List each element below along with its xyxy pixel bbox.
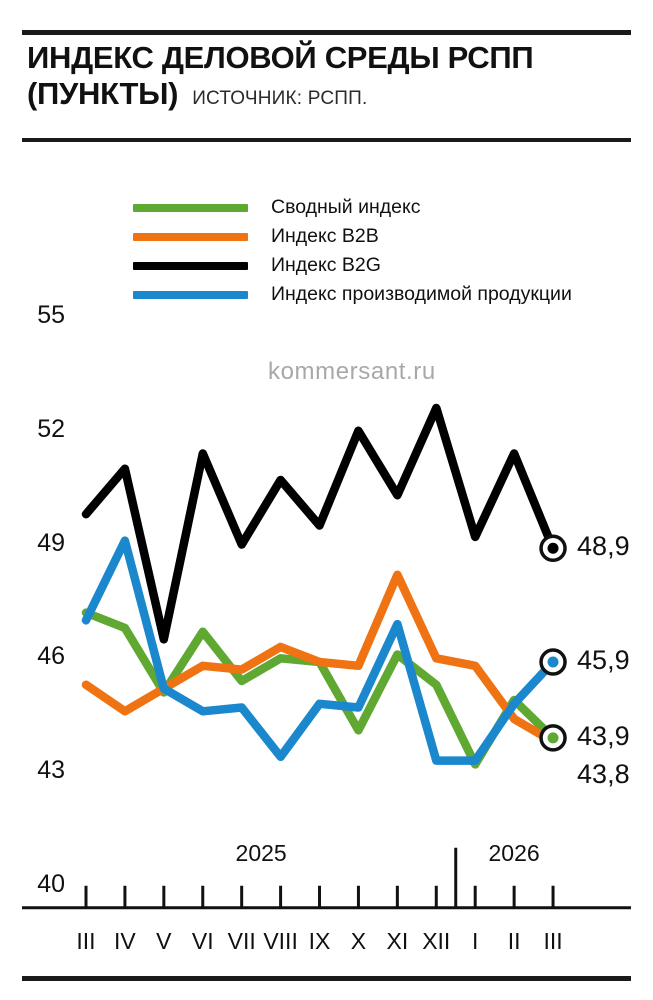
y-axis-tick-label: 52 [37,414,65,443]
legend-label: Сводный индекс [271,196,421,218]
legend-item[interactable]: Индекс производимой продукции [133,280,572,309]
legend-item[interactable]: Индекс B2G [133,251,572,280]
x-axis-tick-label: IV [114,927,136,954]
title-second-row: (ПУНКТЫ) ИСТОЧНИК: РСПП. [27,76,627,112]
y-axis-tick-label: 46 [37,642,65,671]
x-axis-tick-label: III [76,927,96,954]
legend-item[interactable]: Сводный индекс [133,193,572,222]
legend-color-swatch [133,232,248,241]
x-axis-tick-label: XII [422,927,451,954]
series-end-marker-dot [547,656,559,668]
chart-legend: Сводный индекс Индекс B2B Индекс B2G Индекс… [133,193,572,309]
x-axis-tick-label: IX [308,927,331,954]
x-axis-tick-label: XI [386,927,409,954]
series-end-value-label: 45,9 [577,645,630,676]
x-axis-tick-label: III [543,927,563,954]
legend-label: Индекс B2G [271,254,381,276]
y-axis-tick-label: 55 [37,301,65,329]
page-title: ИНДЕКС ДЕЛОВОЙ СРЕДЫ РСПП [27,40,534,75]
x-axis-year-label: 2025 [235,839,287,866]
x-axis-tick-label: VII [227,927,256,954]
x-axis-tick-label: II [507,927,521,954]
page-title-units: (ПУНКТЫ) [27,76,179,111]
y-axis-tick-label: 40 [37,869,65,898]
series-line [81,403,558,644]
legend-color-swatch [133,261,248,270]
series-end-marker-dot [547,732,559,744]
series-end-marker-dot [547,542,559,554]
header-divider-rule [22,138,631,142]
legend-color-swatch [133,290,248,299]
x-axis-tick-label: VI [191,927,214,954]
y-axis-tick-label: 49 [37,528,65,557]
x-axis-tick-label: I [471,927,479,954]
series-end-value-label: 43,8 [577,758,630,789]
series-line [81,536,558,765]
x-axis-tick-label: V [156,927,172,954]
header-block: ИНДЕКС ДЕЛОВОЙ СРЕДЫ РСПП (ПУНКТЫ) ИСТОЧ… [27,40,627,112]
top-rule [22,30,631,35]
legend-label: Индекс B2B [271,225,379,247]
x-axis-tick-label: X [350,927,367,954]
legend-item[interactable]: Индекс B2B [133,222,572,251]
chart-source: ИСТОЧНИК: РСПП. [192,88,368,109]
bottom-rule [22,976,631,981]
y-axis-tick-label: 43 [37,756,65,784]
x-axis-year-label: 2026 [488,839,540,866]
x-axis-tick-label: VIII [263,927,298,954]
watermark: kommersant.ru [268,358,436,385]
series-end-value-label: 43,9 [577,720,630,751]
series-end-value-label: 48,9 [577,531,630,562]
legend-color-swatch [133,203,248,212]
legend-label: Индекс производимой продукции [271,283,572,305]
